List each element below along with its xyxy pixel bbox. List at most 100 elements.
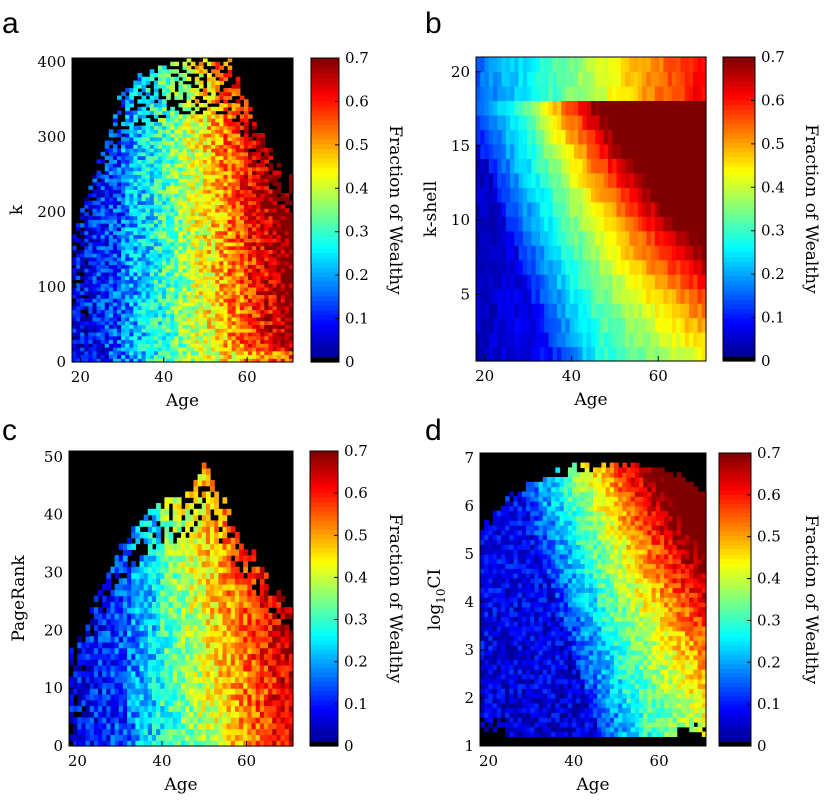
heatmap-cell — [488, 259, 494, 275]
heatmap-cell — [98, 670, 103, 678]
heatmap-cell — [684, 317, 690, 333]
heatmap-cell — [157, 279, 163, 284]
heatmap-cell — [88, 290, 94, 296]
colorbar-segment — [723, 327, 755, 334]
heatmap-cell — [207, 230, 212, 235]
heatmap-cell — [149, 73, 155, 78]
heatmap-cell — [227, 166, 233, 172]
heatmap-cell — [256, 335, 261, 341]
heatmap-cell — [104, 155, 110, 160]
heatmap-cell — [145, 290, 151, 296]
heatmap-cell — [121, 91, 126, 97]
heatmap-cell — [85, 653, 91, 660]
heatmap-cell — [174, 148, 179, 153]
heatmap-cell — [480, 259, 486, 275]
heatmap-cell — [264, 181, 270, 187]
heatmap-cell — [198, 343, 204, 348]
heatmap-cell — [247, 260, 253, 266]
heatmap-cell — [102, 595, 107, 602]
heatmap-cell — [110, 647, 116, 655]
heatmap-cell — [252, 346, 257, 352]
heatmap-cell — [235, 129, 241, 134]
heatmap-cell — [223, 290, 229, 296]
heatmap-cell — [186, 208, 192, 213]
heatmap-cell — [616, 71, 622, 87]
heatmap-cell — [288, 211, 294, 217]
heatmap-cell — [125, 204, 130, 209]
heatmap-cell — [153, 103, 159, 108]
heatmap-cell — [256, 316, 261, 322]
heatmap-cell — [603, 259, 609, 275]
heatmap-cell — [493, 100, 498, 116]
heatmap-cell — [565, 187, 571, 203]
heatmap-cell — [215, 163, 220, 168]
heatmap-cell — [112, 196, 118, 202]
heatmap-cell — [527, 332, 532, 348]
heatmap-cell — [92, 226, 98, 232]
heatmap-cell — [276, 208, 282, 213]
heatmap-cell — [288, 324, 294, 329]
heatmap-cell — [186, 178, 192, 183]
heatmap-cell — [202, 271, 208, 277]
heatmap-cell — [194, 200, 200, 205]
heatmap-cell — [671, 317, 677, 333]
heatmap-cell — [88, 324, 94, 329]
heatmap-cell — [92, 335, 98, 341]
heatmap-cell — [288, 290, 294, 296]
heatmap-cell — [701, 187, 707, 203]
heatmap-cell — [243, 140, 249, 145]
heatmap-cell — [81, 682, 87, 689]
heatmap-cell — [88, 208, 94, 213]
heatmap-cell — [178, 316, 184, 322]
heatmap-cell — [211, 136, 216, 142]
heatmap-cell — [235, 178, 241, 183]
heatmap-cell — [595, 259, 601, 275]
heatmap-cell — [659, 114, 665, 130]
heatmap-cell — [174, 114, 179, 119]
heatmap-cell — [256, 148, 261, 153]
heatmap-cell — [561, 274, 567, 290]
colorbar-segment — [723, 152, 755, 158]
heatmap-cell — [219, 271, 225, 277]
heatmap-cell — [219, 200, 225, 205]
heatmap-cell — [671, 85, 677, 102]
heatmap-cell — [591, 158, 596, 174]
heatmap-cell — [117, 185, 122, 190]
heatmap-cell — [231, 133, 237, 138]
heatmap-cell — [650, 230, 656, 246]
heatmap-cell — [268, 305, 274, 311]
x-tick-label: 40 — [154, 368, 173, 386]
heatmap-cell — [561, 288, 567, 304]
heatmap-cell — [108, 163, 114, 168]
heatmap-cell — [194, 106, 200, 112]
colorbar-segment — [311, 281, 339, 287]
heatmap-cell — [112, 283, 118, 288]
heatmap-cell — [153, 95, 159, 100]
heatmap-cell — [247, 185, 253, 190]
heatmap-cell — [582, 71, 588, 87]
heatmap-cell — [145, 350, 151, 356]
heatmap-cell — [235, 140, 241, 145]
heatmap-cell — [85, 717, 91, 724]
colorbar-segment — [723, 266, 755, 272]
heatmap-cell — [284, 275, 290, 281]
heatmap-cell — [663, 317, 669, 333]
heatmap-cell — [227, 163, 233, 168]
heatmap-cell — [198, 358, 204, 363]
heatmap-cell — [117, 320, 122, 326]
heatmap-cell — [219, 65, 225, 70]
heatmap-cell — [252, 260, 257, 266]
heatmap-cell — [92, 230, 98, 235]
heatmap-cell — [264, 313, 270, 318]
heatmap-cell — [121, 279, 126, 284]
heatmap-cell — [582, 346, 588, 362]
heatmap-cell — [637, 274, 643, 290]
heatmap-cell — [223, 324, 229, 329]
heatmap-cell — [480, 114, 486, 130]
heatmap-cell — [162, 264, 167, 269]
heatmap-cell — [112, 275, 118, 281]
heatmap-cell — [223, 286, 229, 292]
heatmap-cell — [264, 223, 270, 228]
heatmap-cell — [544, 274, 550, 290]
heatmap-cell — [693, 317, 699, 333]
